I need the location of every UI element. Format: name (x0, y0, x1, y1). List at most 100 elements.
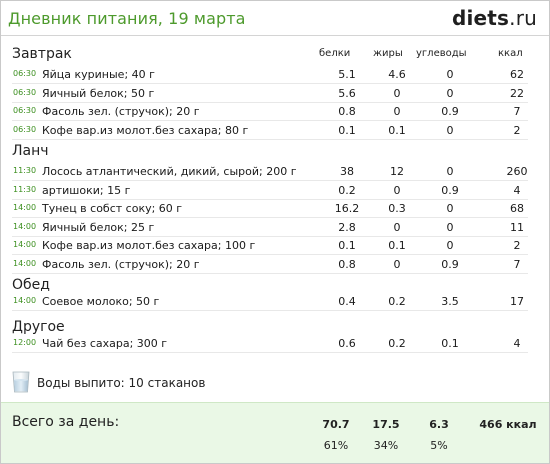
kcal-value: 17 (510, 295, 524, 308)
food-row[interactable]: 06:30 Яичный белок; 50 г 5.6 0 0 22 (12, 85, 528, 103)
section-title: Ланч (12, 143, 49, 159)
food-row[interactable]: 14:00 Фасоль зел. (стручок); 20 г 0.8 0 0.9 7 (12, 256, 528, 274)
food-name: Яичный белок; 50 г (42, 86, 155, 100)
food-row[interactable]: 11:30 артишоки; 15 г 0.2 0 0.9 4 (12, 182, 528, 200)
kcal-value: 4 (513, 337, 521, 350)
col-protein-header: белки (319, 48, 351, 59)
food-name: Тунец в собст соку; 60 г (42, 202, 183, 215)
logo-main: diets (451, 6, 510, 30)
carbs-value: 0 (446, 239, 454, 252)
kcal-value: 22 (510, 86, 524, 100)
food-row[interactable]: 14:00 Кофе вар.из молот.без сахара; 100 г… (12, 237, 528, 255)
entry-time: 06:30 (13, 124, 37, 134)
protein-value: 5.6 (338, 86, 356, 100)
fat-value: 4.6 (388, 68, 406, 81)
protein-value: 0.6 (338, 337, 356, 350)
protein-value: 16.2 (334, 202, 360, 215)
protein-value: 0.2 (338, 183, 356, 197)
water-glass-icon (12, 371, 30, 393)
water-summary: Воды выпито: 10 стаканов (12, 371, 312, 393)
fat-value: 0 (393, 183, 401, 197)
protein-percent: 61% (323, 439, 349, 452)
header: Дневник питания, 19 марта diets.ru (1, 1, 549, 36)
carbs-value: 0 (446, 165, 454, 178)
fat-value: 0.2 (388, 337, 406, 350)
food-row[interactable]: 06:30 Фасоль зел. (стручок); 20 г 0.8 0 0.9 7 (12, 103, 528, 121)
protein-value: 0.1 (338, 123, 356, 137)
carbs-value: 0 (446, 220, 454, 234)
food-name: Чай без сахара; 300 г (42, 337, 168, 350)
food-name: Фасоль зел. (стручок); 20 г (42, 105, 200, 118)
col-fat-header: жиры (373, 48, 403, 59)
fat-value: 0 (393, 86, 401, 100)
food-name: Соевое молоко; 50 г (42, 295, 160, 308)
carbs-value: 0 (446, 86, 454, 100)
entry-time: 14:00 (13, 221, 37, 231)
protein-value: 0.8 (338, 257, 356, 271)
kcal-value: 4 (513, 183, 521, 197)
food-name: Фасоль зел. (стручок); 20 г (42, 257, 200, 271)
food-row[interactable]: 14:00 Яичный белок; 25 г 2.8 0 0 11 (12, 219, 528, 237)
carbs-percent: 5% (430, 439, 448, 452)
entry-time: 06:30 (13, 106, 37, 115)
carbs-value: 0 (446, 68, 454, 81)
carbs-value: 0.1 (441, 337, 459, 350)
total-carbs: 6.3 (429, 418, 449, 431)
logo-tld: .ru (509, 6, 537, 30)
page-title: Дневник питания, 19 марта (8, 9, 246, 28)
fat-value: 0.3 (388, 202, 406, 215)
section-title: Обед (12, 277, 50, 293)
entry-time: 12:00 (13, 338, 37, 347)
food-row[interactable]: 12:00 Чай без сахара; 300 г 0.6 0.2 0.1 4 (12, 335, 528, 353)
totals-label: Всего за день: (12, 414, 120, 430)
total-kcal: 466 ккал (479, 418, 537, 431)
col-carbs-header: углеводы (416, 48, 467, 59)
site-logo[interactable]: diets.ru (452, 6, 537, 30)
food-row[interactable]: 14:00 Соевое молоко; 50 г 0.4 0.2 3.5 17 (12, 293, 528, 311)
food-name: Кофе вар.из молот.без сахара; 80 г (42, 123, 249, 137)
fat-value: 0 (393, 220, 401, 234)
kcal-value: 2 (513, 123, 521, 137)
protein-value: 0.8 (338, 105, 356, 118)
fat-value: 0 (393, 105, 401, 118)
protein-value: 0.4 (338, 295, 356, 308)
kcal-value: 68 (510, 202, 524, 215)
fat-value: 0.2 (388, 295, 406, 308)
entry-time: 14:00 (13, 258, 37, 268)
daily-totals: Всего за день: 70.7 17.5 6.3 466 ккал 61… (1, 402, 549, 463)
food-row[interactable]: 06:30 Яйца куриные; 40 г 5.1 4.6 0 62 (12, 66, 528, 84)
entry-time: 06:30 (13, 69, 37, 78)
total-fat: 17.5 (372, 418, 400, 431)
protein-value: 5.1 (338, 68, 356, 81)
entry-time: 14:00 (13, 296, 37, 305)
entry-time: 11:30 (13, 184, 37, 194)
food-name: Яичный белок; 25 г (42, 220, 155, 234)
entry-time: 11:30 (13, 166, 37, 175)
kcal-value: 7 (513, 105, 521, 118)
fat-value: 12 (390, 165, 404, 178)
fat-value: 0 (393, 257, 401, 271)
water-text: Воды выпито: 10 стаканов (37, 376, 206, 390)
protein-value: 2.8 (338, 220, 356, 234)
kcal-value: 62 (510, 68, 524, 81)
total-protein: 70.7 (322, 418, 350, 431)
section-title: Другое (12, 319, 65, 335)
food-name: артишоки; 15 г (42, 183, 131, 197)
carbs-value: 0.9 (441, 105, 459, 118)
carbs-value: 3.5 (441, 295, 459, 308)
food-row[interactable]: 11:30 Лосось атлантический, дикий, сырой;… (12, 163, 528, 181)
fat-value: 0.1 (388, 239, 406, 252)
kcal-value: 260 (506, 165, 528, 178)
food-name: Кофе вар.из молот.без сахара; 100 г (42, 239, 256, 252)
protein-value: 38 (340, 165, 354, 178)
carbs-value: 0 (446, 123, 454, 137)
food-row[interactable]: 14:00 Тунец в собст соку; 60 г 16.2 0.3 0 68 (12, 200, 528, 218)
carbs-value: 0.9 (441, 257, 459, 271)
carbs-value: 0 (446, 202, 454, 215)
entry-time: 14:00 (13, 203, 37, 212)
food-row[interactable]: 06:30 Кофе вар.из молот.без сахара; 80 г 0… (12, 122, 528, 140)
food-name: Лосось атлантический, дикий, сырой; 200 … (42, 165, 297, 178)
food-name: Яйца куриные; 40 г (42, 68, 155, 81)
fat-value: 0.1 (388, 123, 406, 137)
